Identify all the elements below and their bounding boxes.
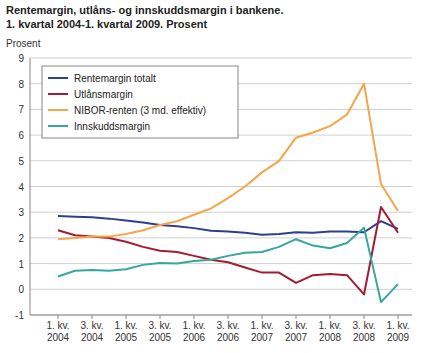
legend-label: NIBOR-renten (3 md. effektiv) <box>74 105 206 116</box>
y-tick-label: 0 <box>18 284 24 295</box>
subtitle: 1. kvartal 2004-1. kvartal 2009. Prosent <box>6 18 208 30</box>
x-tick <box>58 315 59 319</box>
x-tick-label: 3. kv.2004 <box>80 320 103 343</box>
x-tick <box>160 315 161 319</box>
legend: Rentemargin totalt Utlånsmargin NIBOR-rent… <box>42 66 238 138</box>
grid-line <box>30 315 412 316</box>
legend-swatch <box>48 93 68 95</box>
legend-swatch <box>48 125 68 127</box>
x-tick-label: 1. kv.2006 <box>182 320 205 343</box>
y-axis <box>30 58 31 315</box>
x-tick <box>296 315 297 319</box>
chart: Rentemargin, utlåns- og innskuddsmargin … <box>0 0 426 353</box>
series-line <box>58 228 398 303</box>
x-tick-label: 3. kv.2007 <box>284 320 307 343</box>
y-tick-label: 4 <box>18 182 24 193</box>
x-tick-label: 1. kv.2008 <box>318 320 341 343</box>
y-tick-label: 3 <box>18 207 24 218</box>
grid-line <box>30 160 412 161</box>
grid-line <box>30 289 412 290</box>
grid-line <box>30 212 412 213</box>
x-tick <box>262 315 263 319</box>
x-tick-label: 3. kv.2008 <box>352 320 375 343</box>
grid-line <box>30 263 412 264</box>
y-label: Prosent <box>6 38 41 49</box>
x-tick <box>228 315 229 319</box>
legend-label: Innskuddsmargin <box>74 121 150 132</box>
x-tick-label: 1. kv.2004 <box>46 320 69 343</box>
legend-box <box>42 66 238 138</box>
grid-line <box>30 186 412 187</box>
x-tick-label: 1. kv.2009 <box>386 320 409 343</box>
x-tick <box>330 315 331 319</box>
x-tick-label: 3. kv.2006 <box>216 320 239 343</box>
y-tick-label: 6 <box>18 130 24 141</box>
x-tick <box>194 315 195 319</box>
title: Rentemargin, utlåns- og innskuddsmargin … <box>6 4 284 16</box>
y-tick-label: 5 <box>18 156 24 167</box>
legend-label: Rentemargin totalt <box>74 73 156 84</box>
y-tick-label: 8 <box>18 79 24 90</box>
x-tick-label: 1. kv.2005 <box>114 320 137 343</box>
y-tick-label: 9 <box>18 53 24 64</box>
legend-swatch <box>48 77 68 79</box>
series-line <box>58 216 398 235</box>
x-tick <box>398 315 399 319</box>
y-tick-label: 1 <box>18 259 24 270</box>
grid-line <box>30 58 412 59</box>
x-tick <box>364 315 365 319</box>
y-tick-label: -1 <box>15 310 24 321</box>
x-axis <box>30 315 412 316</box>
y-tick-label: 2 <box>18 233 24 244</box>
x-tick <box>92 315 93 319</box>
x-tick-label: 1. kv.2007 <box>250 320 273 343</box>
legend-swatch <box>48 109 68 111</box>
legend-label: Utlånsmargin <box>74 89 133 100</box>
x-tick <box>126 315 127 319</box>
x-tick-label: 3. kv.2005 <box>148 320 171 343</box>
series-line <box>58 207 398 294</box>
y-tick-label: 7 <box>18 104 24 115</box>
